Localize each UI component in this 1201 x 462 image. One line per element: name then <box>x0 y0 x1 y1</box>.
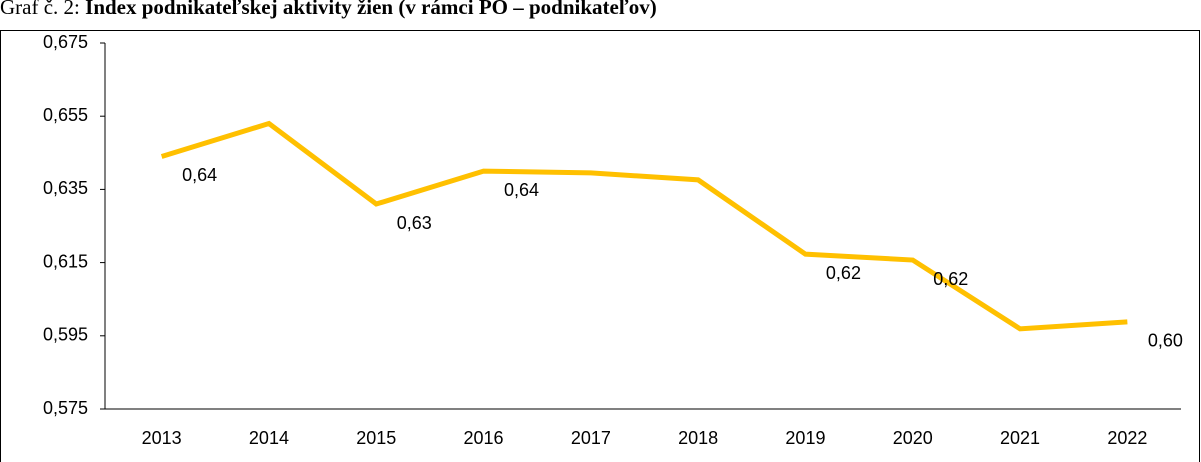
x-tick-label: 2021 <box>1000 428 1040 448</box>
x-tick-label: 2019 <box>785 428 825 448</box>
data-label: 0,63 <box>397 213 432 233</box>
data-label: 0,60 <box>1148 331 1183 351</box>
data-label: 0,64 <box>504 180 539 200</box>
title-text: Index podnikateľskej aktivity žien (v rá… <box>85 0 657 19</box>
x-tick-label: 2013 <box>142 428 182 448</box>
title-prefix: Graf č. 2: <box>0 0 80 19</box>
y-tick-label: 0,615 <box>43 251 88 271</box>
y-tick-label: 0,655 <box>43 105 88 125</box>
data-label: 0,64 <box>182 165 217 185</box>
y-tick-label: 0,595 <box>43 325 88 345</box>
data-label: 0,62 <box>826 263 861 283</box>
x-tick-label: 2016 <box>464 428 504 448</box>
y-tick-label: 0,675 <box>43 32 88 52</box>
y-tick-label: 0,635 <box>43 178 88 198</box>
x-tick-label: 2015 <box>356 428 396 448</box>
x-tick-label: 2018 <box>678 428 718 448</box>
x-tick-label: 2014 <box>249 428 289 448</box>
chart-frame <box>0 30 1200 462</box>
x-tick-label: 2017 <box>571 428 611 448</box>
data-label: 0,62 <box>933 269 968 289</box>
x-tick-label: 2022 <box>1107 428 1147 448</box>
x-tick-label: 2020 <box>893 428 933 448</box>
chart-title: Graf č. 2: Index podnikateľskej aktivity… <box>0 0 657 19</box>
data-line <box>160 120 1128 332</box>
y-tick-label: 0,575 <box>43 398 88 418</box>
